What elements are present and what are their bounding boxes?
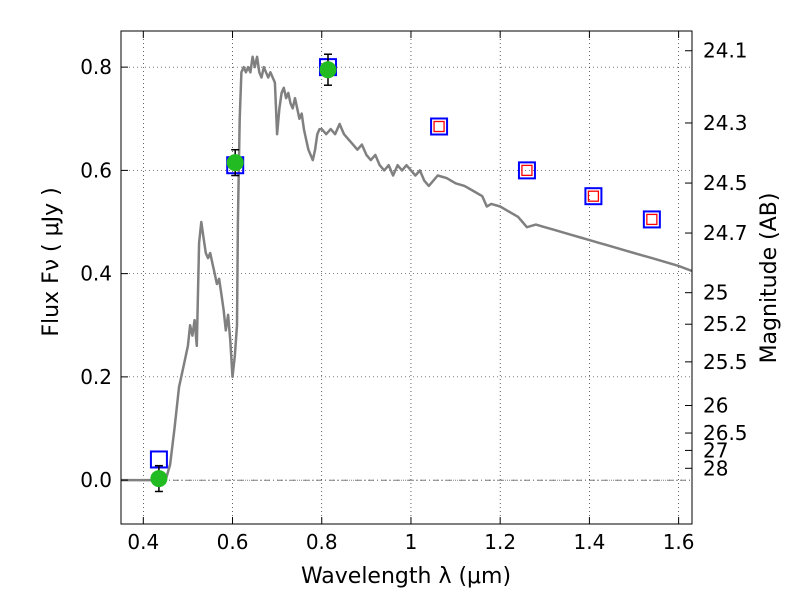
data-layer: [121, 53, 693, 493]
model-photometry-box: [430, 117, 449, 136]
y-tick-label: 0.4: [80, 262, 112, 286]
mag-tick-label: 25: [703, 281, 728, 305]
x-tick-label: 0.6: [217, 530, 249, 554]
mag-tick-label: 26: [703, 394, 728, 418]
x-tick-label: 0.8: [306, 530, 338, 554]
x-tick-label: 1.4: [573, 530, 605, 554]
observed-flux-point: [150, 470, 168, 488]
mag-tick-label: 27: [703, 438, 728, 462]
y-axis-label: Flux Fν ( μJy ): [39, 187, 64, 336]
mag-tick-label: 25.5: [703, 350, 748, 374]
y-tick-label: 0.2: [80, 365, 112, 389]
mag-tick-label: 26.5: [703, 421, 748, 445]
x-axis-label: Wavelength λ (μm): [301, 564, 511, 589]
observed-flux-point: [319, 61, 337, 79]
model-photometry-inner-box: [646, 213, 658, 226]
y-tick-label: 0.6: [80, 158, 112, 182]
mag-tick-label: 24.3: [703, 111, 748, 135]
mag-tick-label: 24.7: [703, 221, 748, 245]
x-tick-label: 1: [405, 530, 418, 554]
tick-layer: 0.4 0.6 0.8 1 1.2 1.4 1.6 0.0 0.2 0.4 0.6 0.8 24.1 24…: [80, 31, 748, 554]
mag-tick-label: 28: [703, 456, 728, 480]
y-tick-label: 0.8: [80, 55, 112, 79]
y-axis-label-right: Magnitude (AB): [757, 193, 782, 364]
model-photometry-box: [517, 161, 536, 180]
model-photometry-inner-box: [433, 120, 445, 133]
observed-flux-point: [226, 154, 244, 172]
model-photometry-inner-box: [521, 164, 533, 177]
mag-tick-label: 25.2: [703, 312, 748, 336]
model-spectrum-line: [121, 55, 693, 482]
y-tick-label: 0.0: [80, 468, 112, 492]
model-photometry-box: [584, 187, 603, 206]
model-photometry-box: [642, 210, 661, 229]
x-tick-label: 1.6: [663, 530, 695, 554]
plot-frame: [120, 30, 693, 525]
x-tick-label: 0.4: [127, 530, 159, 554]
x-tick-label: 1.2: [484, 530, 516, 554]
mag-tick-label: 24.1: [703, 39, 748, 63]
model-photometry-inner-box: [587, 190, 600, 202]
mag-tick-label: 24.5: [703, 171, 748, 195]
grid-layer: [121, 31, 692, 524]
